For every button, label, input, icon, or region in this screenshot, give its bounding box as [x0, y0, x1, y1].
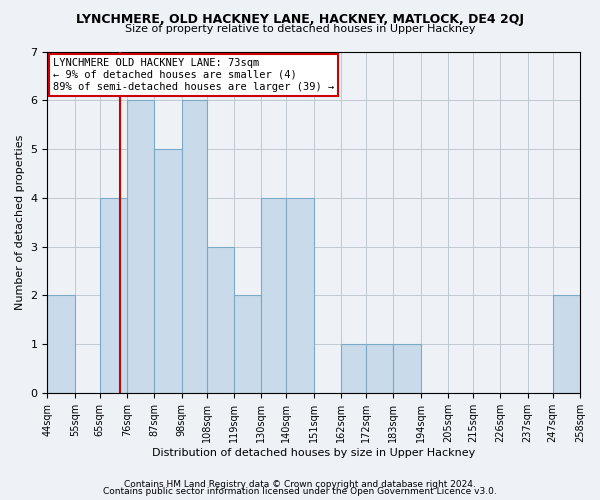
Bar — [234, 296, 262, 393]
Bar — [206, 246, 234, 393]
Bar — [127, 100, 154, 393]
Text: Size of property relative to detached houses in Upper Hackney: Size of property relative to detached ho… — [125, 24, 475, 34]
Y-axis label: Number of detached properties: Number of detached properties — [15, 134, 25, 310]
Text: LYNCHMERE, OLD HACKNEY LANE, HACKNEY, MATLOCK, DE4 2QJ: LYNCHMERE, OLD HACKNEY LANE, HACKNEY, MA… — [76, 12, 524, 26]
Bar — [47, 296, 75, 393]
Bar — [553, 296, 580, 393]
X-axis label: Distribution of detached houses by size in Upper Hackney: Distribution of detached houses by size … — [152, 448, 475, 458]
Bar — [100, 198, 127, 393]
Bar — [182, 100, 206, 393]
Bar — [286, 198, 314, 393]
Bar — [154, 149, 182, 393]
Bar — [394, 344, 421, 393]
Text: Contains HM Land Registry data © Crown copyright and database right 2024.: Contains HM Land Registry data © Crown c… — [124, 480, 476, 489]
Bar — [262, 198, 286, 393]
Bar — [366, 344, 394, 393]
Text: Contains public sector information licensed under the Open Government Licence v3: Contains public sector information licen… — [103, 488, 497, 496]
Text: LYNCHMERE OLD HACKNEY LANE: 73sqm
← 9% of detached houses are smaller (4)
89% of: LYNCHMERE OLD HACKNEY LANE: 73sqm ← 9% o… — [53, 58, 334, 92]
Bar — [341, 344, 366, 393]
